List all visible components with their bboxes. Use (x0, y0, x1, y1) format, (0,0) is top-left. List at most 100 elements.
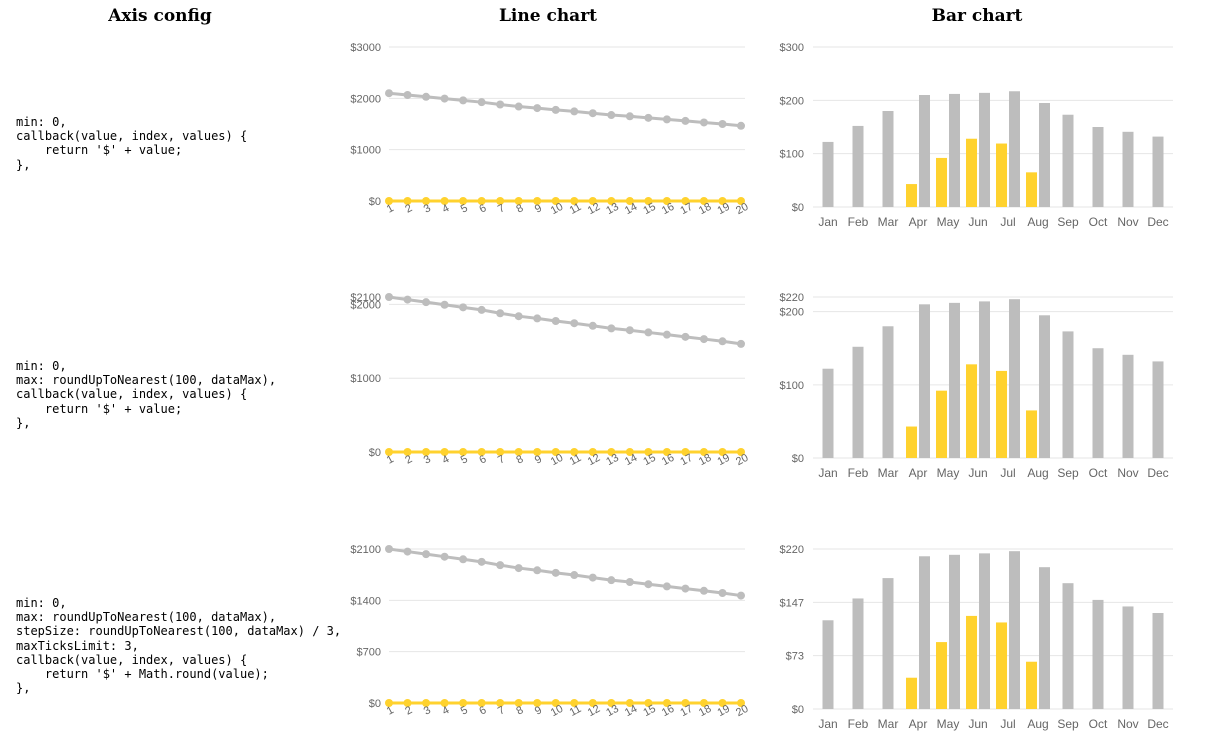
x-tick-label: 15 (641, 703, 657, 719)
data-point (718, 120, 727, 128)
data-point (570, 107, 579, 116)
x-tick-label: 2 (403, 704, 414, 717)
bar-yellow (936, 642, 947, 709)
y-tick-label: $147 (780, 597, 804, 609)
y-tick-label: $3000 (350, 42, 381, 54)
y-tick-label: $700 (357, 647, 381, 659)
x-tick-label: Dec (1147, 215, 1168, 229)
bar-grey (882, 111, 894, 207)
bar-yellow (1026, 661, 1037, 709)
data-point (737, 448, 745, 456)
data-point (459, 699, 468, 707)
data-point (607, 576, 616, 585)
data-point (496, 100, 505, 109)
bar-yellow (906, 677, 917, 709)
data-point (662, 582, 671, 591)
y-tick-label: $2000 (350, 93, 381, 105)
y-tick-label: $2000 (350, 299, 381, 311)
bar-grey (882, 326, 894, 458)
x-tick-label: Sep (1057, 466, 1079, 480)
x-tick-label: 9 (533, 453, 544, 466)
data-point (662, 448, 671, 456)
bar-grey (1062, 331, 1074, 458)
data-point (718, 197, 727, 205)
x-tick-label: 20 (734, 452, 750, 468)
data-point (440, 300, 449, 309)
x-tick-label: 17 (678, 703, 694, 719)
axis-config-code-1: min: 0, callback(value, index, values) {… (16, 115, 248, 172)
x-tick-label: 9 (533, 704, 544, 717)
x-tick-label: 2 (403, 453, 414, 466)
data-point (699, 699, 708, 707)
x-tick-label: 10 (549, 201, 565, 217)
x-tick-label: 15 (641, 201, 657, 217)
x-tick-label: 20 (734, 703, 750, 719)
data-point (477, 197, 486, 205)
data-point (514, 102, 523, 111)
bar-grey (919, 304, 930, 458)
data-point (625, 326, 634, 335)
data-point (514, 564, 523, 573)
x-tick-label: 18 (697, 703, 713, 719)
bar-grey (1152, 361, 1164, 458)
data-point (385, 545, 393, 553)
bar-chart-1: $0 $100 $200 $300 Jan Feb Mar Apr May Jun Jul Aug Se… (780, 42, 1173, 229)
axis-config-header: Axis config (108, 6, 212, 26)
bar-grey (882, 578, 894, 709)
data-point (699, 586, 708, 595)
data-point (718, 589, 727, 597)
data-point (440, 699, 449, 707)
x-tick-label: Dec (1147, 466, 1168, 480)
data-point (440, 552, 449, 561)
bar-yellow (966, 615, 977, 709)
bar-grey (919, 95, 930, 207)
data-point (403, 197, 412, 205)
data-point (681, 584, 690, 593)
data-point (514, 312, 523, 321)
bar-yellow (906, 184, 917, 207)
bar-grey (1122, 131, 1134, 207)
x-tick-label: 1 (385, 453, 396, 466)
x-tick-label: 17 (678, 201, 694, 217)
x-tick-label: Nov (1117, 717, 1138, 731)
bar-yellow (966, 138, 977, 207)
x-tick-label: 6 (477, 202, 488, 215)
x-tick-label: 14 (623, 703, 639, 719)
data-point (551, 316, 560, 325)
data-point (440, 197, 449, 205)
x-tick-label: 3 (422, 704, 433, 717)
data-point (422, 550, 431, 559)
data-point (718, 699, 727, 707)
y-tick-label: $200 (780, 95, 804, 107)
x-tick-label: 7 (496, 202, 507, 215)
data-point (570, 699, 579, 707)
x-tick-label: 1 (385, 202, 396, 215)
x-tick-label: 1 (385, 704, 396, 717)
data-point (644, 699, 653, 707)
x-tick-label: 15 (641, 452, 657, 468)
x-tick-label: 14 (623, 201, 639, 217)
data-point (440, 448, 449, 456)
bar-grey (1092, 348, 1104, 458)
data-point (440, 94, 449, 103)
data-point (496, 448, 505, 456)
x-tick-label: Feb (848, 466, 869, 480)
data-point (625, 448, 634, 456)
x-tick-label: 8 (514, 453, 525, 466)
x-tick-label: 6 (477, 704, 488, 717)
data-point (459, 555, 468, 564)
x-tick-label: 10 (549, 703, 565, 719)
y-tick-label: $2100 (350, 544, 381, 556)
y-tick-label: $2100 (350, 292, 381, 304)
data-point (607, 324, 616, 333)
data-point (737, 699, 745, 707)
data-point (625, 112, 634, 121)
x-tick-label: 4 (440, 704, 451, 717)
x-tick-label: Sep (1057, 215, 1079, 229)
data-point (514, 699, 523, 707)
data-point (477, 305, 486, 314)
bar-grey (979, 92, 990, 207)
bar-grey (852, 598, 864, 709)
